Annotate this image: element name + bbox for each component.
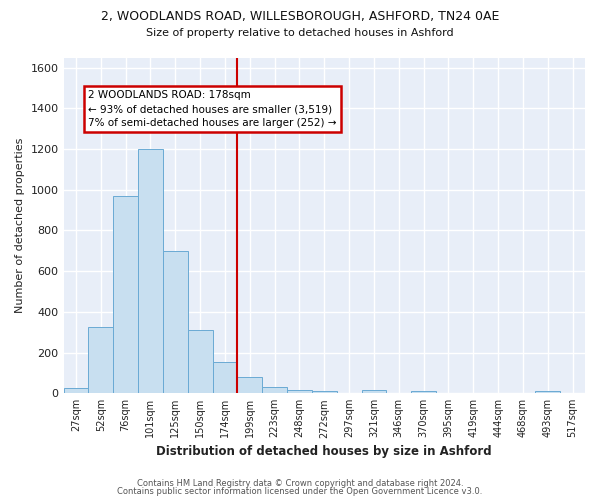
Bar — [411, 391, 436, 393]
Bar — [535, 391, 560, 393]
Bar — [138, 149, 163, 393]
Bar — [64, 388, 88, 393]
Bar — [238, 377, 262, 393]
Bar — [212, 362, 238, 393]
Text: Contains HM Land Registry data © Crown copyright and database right 2024.: Contains HM Land Registry data © Crown c… — [137, 478, 463, 488]
Bar — [88, 327, 113, 393]
Bar — [163, 251, 188, 393]
X-axis label: Distribution of detached houses by size in Ashford: Distribution of detached houses by size … — [157, 444, 492, 458]
Bar — [362, 390, 386, 393]
Bar — [262, 387, 287, 393]
Bar — [312, 391, 337, 393]
Bar — [287, 390, 312, 393]
Text: Size of property relative to detached houses in Ashford: Size of property relative to detached ho… — [146, 28, 454, 38]
Text: Contains public sector information licensed under the Open Government Licence v3: Contains public sector information licen… — [118, 487, 482, 496]
Text: 2 WOODLANDS ROAD: 178sqm
← 93% of detached houses are smaller (3,519)
7% of semi: 2 WOODLANDS ROAD: 178sqm ← 93% of detach… — [88, 90, 337, 128]
Y-axis label: Number of detached properties: Number of detached properties — [15, 138, 25, 313]
Bar — [188, 330, 212, 393]
Text: 2, WOODLANDS ROAD, WILLESBOROUGH, ASHFORD, TN24 0AE: 2, WOODLANDS ROAD, WILLESBOROUGH, ASHFOR… — [101, 10, 499, 23]
Bar — [113, 196, 138, 393]
